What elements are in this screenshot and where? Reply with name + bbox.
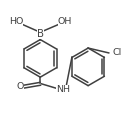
Text: OH: OH	[58, 17, 72, 27]
Text: Cl: Cl	[112, 48, 122, 57]
Text: B: B	[37, 29, 44, 39]
Text: O: O	[17, 82, 24, 91]
Text: HO: HO	[9, 17, 23, 27]
Text: NH: NH	[56, 85, 70, 94]
